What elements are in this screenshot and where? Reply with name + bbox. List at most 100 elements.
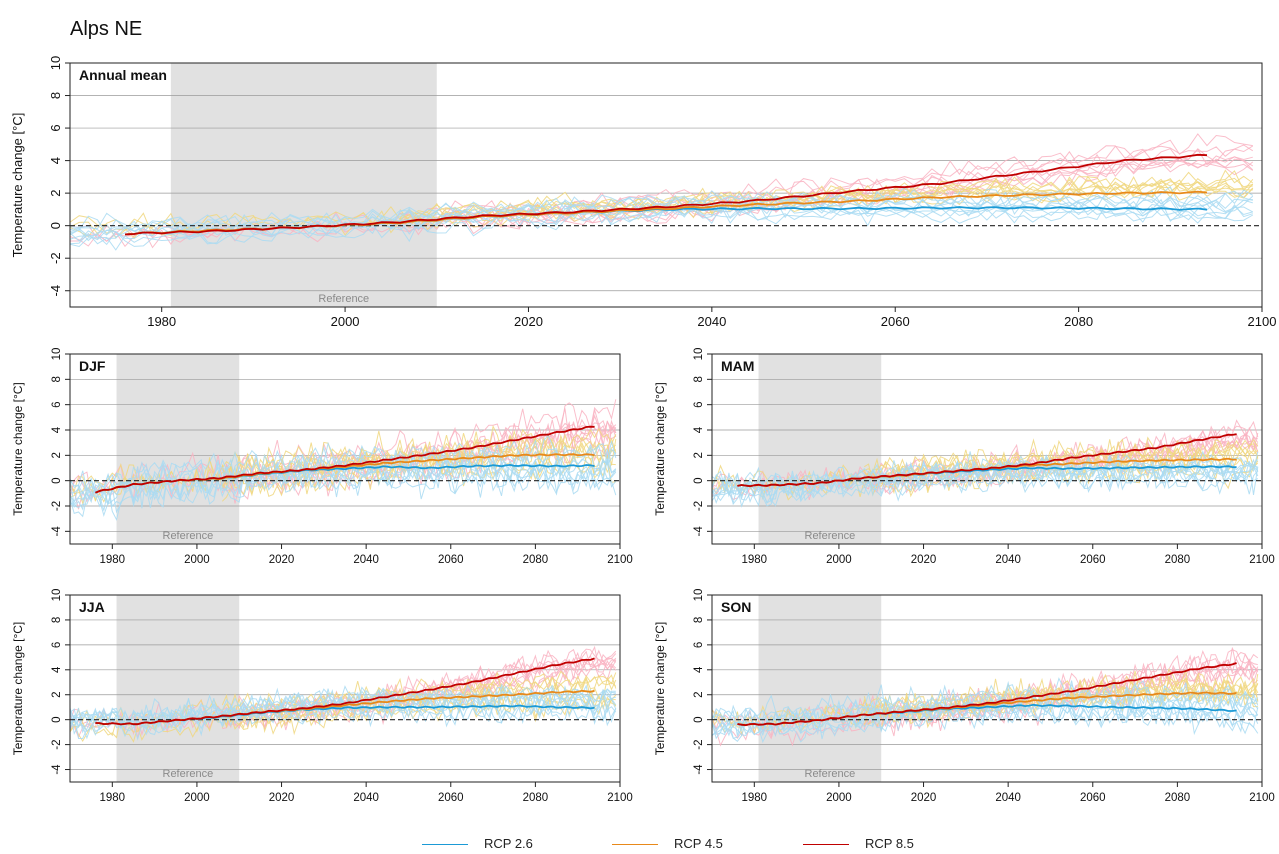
member-line-rcp-2-6 bbox=[712, 681, 1259, 726]
x-tick-label: 2060 bbox=[1080, 792, 1106, 804]
y-tick-label: 4 bbox=[693, 666, 705, 673]
legend-swatch-rcp85 bbox=[803, 844, 849, 846]
y-tick-label: 4 bbox=[48, 157, 63, 164]
member-line-rcp-2-6 bbox=[70, 434, 617, 494]
legend-item-rcp26: RCP 2.6 bbox=[422, 836, 533, 851]
member-line-rcp-2-6 bbox=[70, 693, 617, 740]
y-tick-label: 6 bbox=[693, 401, 705, 407]
y-tick-label: -2 bbox=[51, 739, 63, 749]
y-tick-label: 2 bbox=[51, 692, 63, 698]
panel-label: JJA bbox=[79, 599, 105, 615]
x-tick-label: 2060 bbox=[1080, 554, 1106, 566]
member-line-rcp-4-5 bbox=[399, 170, 1254, 223]
y-tick-label: -4 bbox=[48, 285, 63, 297]
y-tick-label: 2 bbox=[693, 452, 705, 458]
x-tick-label: 2100 bbox=[1249, 554, 1275, 566]
panel-label: SON bbox=[721, 599, 751, 615]
plot-frame bbox=[711, 353, 1263, 545]
y-tick-label: 6 bbox=[48, 124, 63, 131]
x-tick-label: 2040 bbox=[995, 792, 1021, 804]
member-line-rcp-4-5 bbox=[863, 680, 1258, 729]
x-tick-label: 2020 bbox=[269, 554, 295, 566]
plot-frame bbox=[69, 594, 621, 783]
y-tick-label: 8 bbox=[693, 376, 705, 382]
reference-label: Reference bbox=[805, 530, 856, 542]
y-tick-label: 0 bbox=[51, 477, 63, 483]
member-line-rcp-2-6 bbox=[70, 186, 1254, 236]
x-tick-label: 2100 bbox=[607, 792, 633, 804]
member-line-rcp-2-6 bbox=[712, 464, 1259, 507]
page-title: Alps NE bbox=[70, 18, 143, 40]
y-tick-label: 2 bbox=[51, 452, 63, 458]
legend-label-rcp85: RCP 8.5 bbox=[865, 836, 914, 851]
member-line-rcp-2-6 bbox=[70, 191, 1253, 236]
member-line-rcp-2-6 bbox=[712, 690, 1259, 736]
y-tick-label: 0 bbox=[51, 716, 63, 722]
y-axis-title: Temperature change [°C] bbox=[11, 622, 25, 756]
reference-shade bbox=[758, 595, 882, 782]
x-tick-label: 2040 bbox=[697, 314, 726, 329]
plot-frame bbox=[69, 62, 1263, 308]
member-line-rcp-2-6 bbox=[70, 191, 1254, 241]
legend-swatch-rcp45 bbox=[612, 844, 658, 846]
x-tick-label: 2100 bbox=[607, 554, 633, 566]
member-line-rcp-2-6 bbox=[712, 680, 1259, 733]
member-line-rcp-2-6 bbox=[712, 456, 1259, 508]
y-tick-label: -4 bbox=[693, 526, 705, 537]
member-line-rcp-2-6 bbox=[70, 464, 617, 518]
y-axis-title: Temperature change [°C] bbox=[653, 382, 667, 516]
y-tick-label: 2 bbox=[48, 190, 63, 197]
x-tick-label: 1980 bbox=[147, 314, 176, 329]
x-tick-label: 2000 bbox=[184, 554, 210, 566]
panel-label: MAM bbox=[721, 358, 754, 374]
y-tick-label: 4 bbox=[51, 426, 63, 433]
member-line-rcp-2-6 bbox=[70, 445, 616, 509]
x-tick-label: 1980 bbox=[742, 792, 768, 804]
y-tick-label: 4 bbox=[51, 666, 63, 673]
x-tick-label: 2080 bbox=[523, 554, 549, 566]
y-tick-label: 6 bbox=[51, 401, 63, 407]
reference-shade bbox=[758, 354, 882, 544]
reference-label: Reference bbox=[163, 768, 214, 780]
y-tick-label: 4 bbox=[693, 426, 705, 433]
reference-label: Reference bbox=[805, 768, 856, 780]
reference-shade bbox=[116, 354, 240, 544]
member-line-rcp-2-6 bbox=[70, 683, 616, 731]
series-rcp-8-5 bbox=[95, 657, 595, 726]
panel-label: DJF bbox=[79, 358, 106, 374]
x-tick-label: 2080 bbox=[1165, 792, 1191, 804]
x-tick-label: 1980 bbox=[100, 792, 126, 804]
x-tick-label: 2080 bbox=[523, 792, 549, 804]
series-rcp-8-5 bbox=[737, 662, 1237, 727]
legend-swatch-rcp26 bbox=[422, 844, 468, 846]
y-tick-label: 0 bbox=[693, 477, 705, 483]
y-tick-label: 6 bbox=[51, 642, 63, 648]
member-line-rcp-2-6 bbox=[70, 203, 1253, 251]
y-axis-title: Temperature change [°C] bbox=[653, 622, 667, 756]
member-line-rcp-2-6 bbox=[70, 461, 617, 522]
x-tick-label: 2020 bbox=[911, 792, 937, 804]
panel-annual-mean: Reference Annual mean 1980 2000 2020 2040 2060… bbox=[10, 56, 1276, 329]
y-tick-label: -4 bbox=[693, 764, 705, 775]
y-tick-label: 0 bbox=[48, 222, 63, 229]
y-axis-title: Temperature change [°C] bbox=[10, 113, 25, 258]
member-line-rcp-8-5 bbox=[399, 157, 1254, 235]
panel-label: Annual mean bbox=[79, 67, 167, 83]
y-tick-label: -2 bbox=[51, 501, 63, 511]
member-line-rcp-2-6 bbox=[70, 197, 1254, 246]
y-tick-label: 0 bbox=[693, 716, 705, 722]
y-tick-label: -2 bbox=[693, 739, 705, 749]
y-tick-label: 8 bbox=[693, 617, 705, 623]
x-tick-label: 2080 bbox=[1165, 554, 1191, 566]
member-line-rcp-2-6 bbox=[712, 451, 1259, 496]
plot-frame bbox=[711, 594, 1263, 783]
x-tick-label: 2020 bbox=[911, 554, 937, 566]
x-tick-label: 2040 bbox=[353, 792, 379, 804]
member-line-rcp-4-5 bbox=[863, 439, 1259, 481]
series-rcp-8-5 bbox=[124, 153, 1208, 236]
series-rcp-8-5 bbox=[737, 433, 1237, 488]
legend-label-rcp26: RCP 2.6 bbox=[484, 836, 533, 851]
y-tick-label: -4 bbox=[51, 526, 63, 537]
